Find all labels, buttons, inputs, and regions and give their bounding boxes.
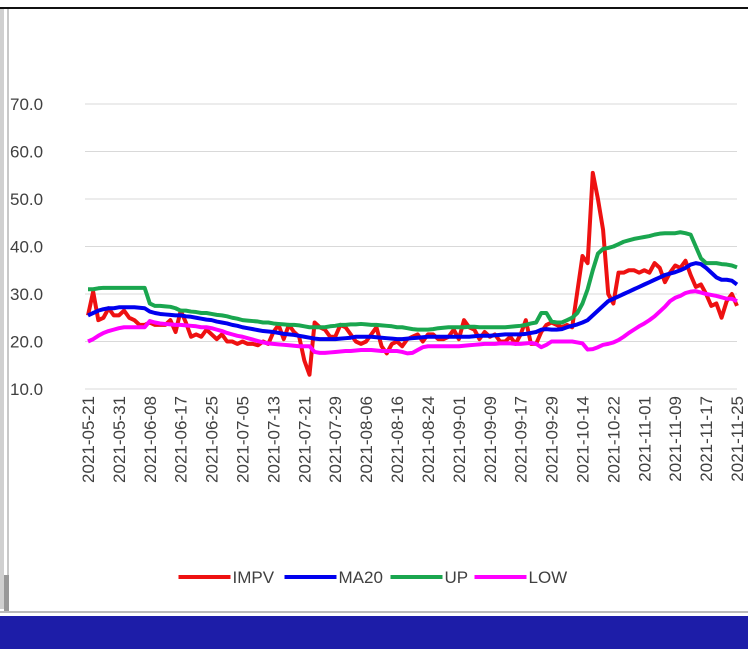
y-tick-label: 40.0	[10, 238, 43, 257]
x-tick-label: 2021-08-16	[388, 396, 407, 483]
legend-label: UP	[445, 568, 469, 587]
x-tick-label: 2021-11-09	[666, 396, 685, 482]
x-tick-label: 2021-09-29	[543, 396, 562, 483]
legend-label: LOW	[529, 568, 568, 587]
x-tick-label: 2021-10-22	[604, 396, 623, 483]
x-tick-label: 2021-11-01	[635, 396, 654, 482]
x-tick-label: 2021-06-25	[203, 396, 222, 483]
x-tick-label: 2021-07-21	[295, 396, 314, 483]
y-tick-label: 50.0	[10, 190, 43, 209]
left-border	[7, 9, 9, 609]
series-line	[87, 261, 739, 342]
x-tick-label: 2021-09-01	[450, 396, 469, 483]
x-tick-label: 2021-10-14	[573, 396, 592, 483]
legend-label: IMPV	[233, 568, 275, 587]
series-line	[87, 289, 738, 356]
legend-label: MA20	[339, 568, 383, 587]
series-line	[88, 230, 738, 332]
y-tick-label: 10.0	[10, 380, 43, 399]
x-tick-label: 2021-07-29	[326, 396, 345, 483]
x-tick-label: 2021-11-17	[697, 396, 716, 482]
y-tick-label: 70.0	[10, 95, 43, 114]
x-tick-label: 2021-09-17	[512, 396, 531, 483]
x-tick-label: 2021-09-09	[481, 396, 500, 483]
x-tick-label: 2021-08-06	[357, 396, 376, 483]
left-border	[4, 575, 9, 613]
x-tick-label: 2021-07-13	[264, 396, 283, 483]
left-border	[0, 9, 4, 609]
footer-bar	[0, 616, 748, 649]
x-tick-label: 2021-06-17	[172, 396, 191, 483]
x-tick-label: 2021-11-25	[728, 396, 747, 482]
x-tick-label: 2021-06-08	[141, 396, 160, 483]
x-tick-label: 2021-05-31	[110, 396, 129, 483]
x-tick-label: 2021-05-21	[79, 396, 98, 483]
y-tick-label: 20.0	[10, 333, 43, 352]
x-tick-label: 2021-08-24	[419, 396, 438, 483]
y-tick-label: 60.0	[10, 143, 43, 162]
x-tick-label: 2021-07-05	[234, 396, 253, 483]
y-tick-label: 30.0	[10, 285, 43, 304]
